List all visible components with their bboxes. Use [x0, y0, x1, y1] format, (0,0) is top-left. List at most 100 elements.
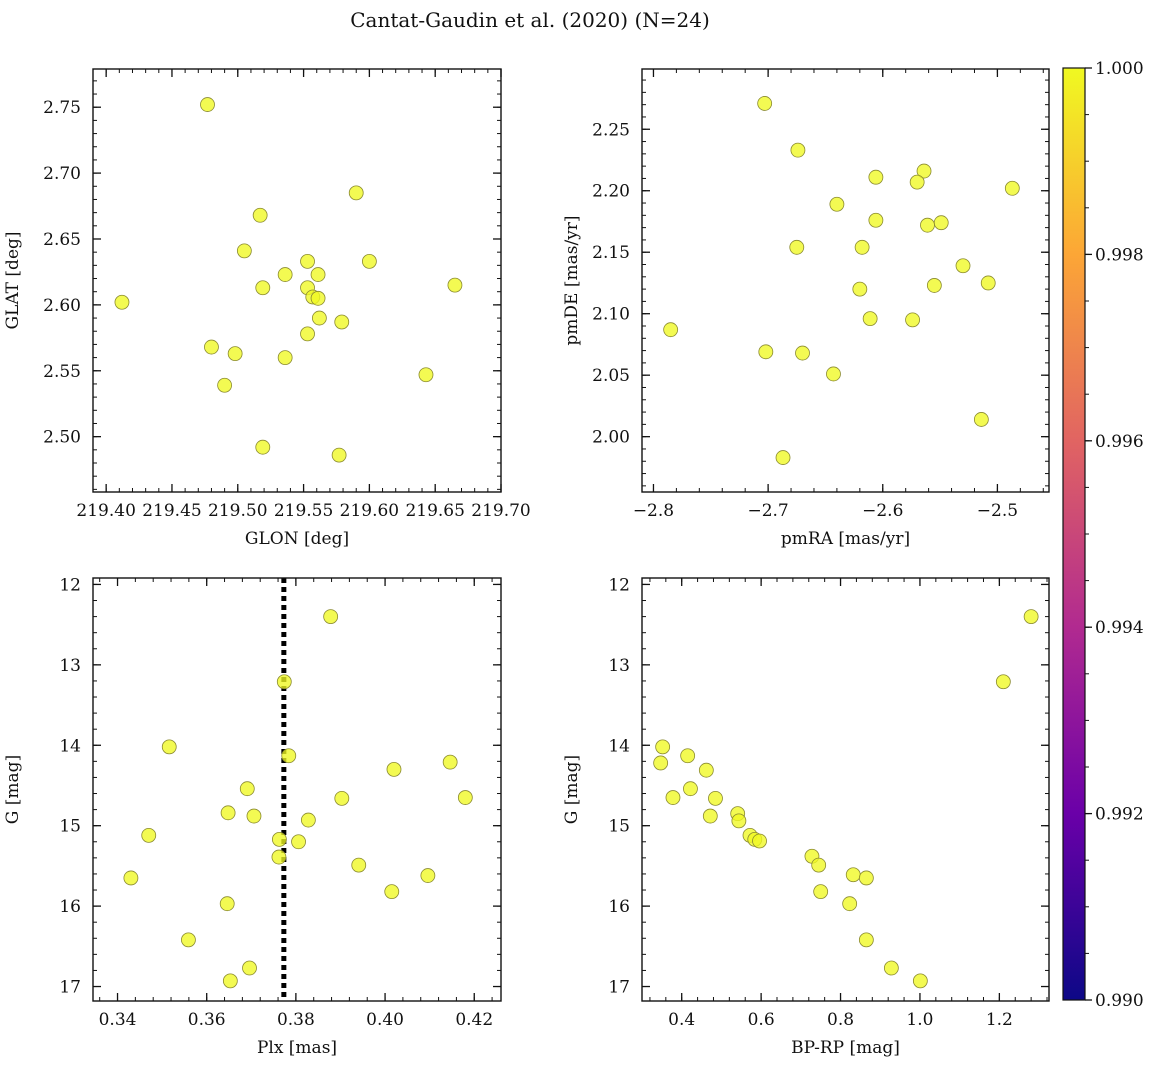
scatter-point: [826, 366, 841, 382]
colorbar-tick-label: 0.992: [1095, 805, 1144, 825]
scatter-point: [242, 960, 257, 976]
scatter-point: [926, 278, 942, 293]
y-tick-label: 15: [59, 817, 81, 837]
x-tick-label: 0.38: [277, 1010, 315, 1030]
x-tick-label: 219.40: [76, 501, 135, 521]
x-tick-label: 0.6: [748, 1010, 775, 1030]
scatter-point: [442, 754, 458, 770]
scatter-point: [200, 97, 215, 112]
y-tick-label: 16: [59, 897, 81, 917]
y-tick-label: 17: [608, 978, 630, 998]
scatter-point: [418, 367, 434, 383]
y-tick-label: 17: [59, 978, 81, 998]
scatter-point: [386, 761, 402, 777]
scatter-point: [276, 674, 292, 690]
scatter-point: [995, 674, 1011, 690]
x-axis-label: pmRA [mas/yr]: [781, 529, 910, 549]
scatter-point: [300, 326, 315, 342]
colorbar-tick-label: 0.998: [1095, 245, 1144, 265]
scatter-point: [300, 812, 316, 828]
scatter-point: [310, 290, 326, 306]
scatter-point: [300, 253, 315, 269]
y-tick-label: 12: [59, 575, 81, 595]
scatter-point: [331, 447, 347, 463]
y-tick-label: 2.75: [43, 98, 81, 118]
scatter-point: [141, 827, 157, 843]
scatter-point: [271, 831, 287, 847]
scatter-point: [698, 762, 714, 778]
scatter-point: [123, 870, 139, 886]
x-tick-label: −2.5: [977, 501, 1018, 521]
axes-frame: [641, 577, 1050, 1002]
x-tick-label: 0.40: [366, 1010, 404, 1030]
x-tick-label: 0.8: [827, 1010, 854, 1030]
scatter-point: [447, 277, 463, 293]
x-tick-label: 0.42: [455, 1010, 493, 1030]
y-tick-label: 2.25: [592, 120, 630, 140]
scatter-point: [277, 267, 293, 282]
scatter-point: [852, 281, 868, 297]
scatter-point: [731, 813, 747, 829]
x-tick-label: 219.45: [142, 501, 201, 521]
x-tick-label: −2.6: [862, 501, 903, 521]
x-tick-label: 219.65: [405, 501, 464, 521]
scatter-point: [348, 185, 364, 201]
scatter-point: [653, 755, 669, 771]
scatter-point: [775, 450, 791, 465]
y-tick-label: 15: [608, 817, 630, 837]
scatter-point: [271, 849, 287, 865]
scatter-point: [204, 339, 219, 355]
scatter-point: [334, 314, 350, 330]
scatter-point: [236, 243, 252, 259]
scatter-point: [920, 217, 935, 233]
scatter-point: [114, 294, 130, 310]
scatter-point: [457, 790, 473, 805]
figure-title: Cantat-Gaudin et al. (2020) (N=24): [350, 8, 710, 32]
y-tick-label: 14: [59, 736, 81, 756]
scatter-point: [858, 932, 874, 948]
scatter-point: [758, 344, 774, 360]
scatter-point: [752, 833, 767, 849]
scatter-point: [813, 884, 829, 900]
x-tick-label: −2.7: [747, 501, 788, 521]
scatter-point: [757, 96, 773, 111]
scatter-point: [811, 857, 827, 873]
scatter-point: [420, 868, 436, 883]
scatter-point: [1004, 180, 1020, 196]
scatter-point: [708, 790, 723, 806]
scatter-point: [789, 239, 805, 255]
scatter-point: [323, 609, 339, 625]
axes-frame: [641, 68, 1050, 493]
scatter-point: [351, 857, 367, 873]
colorbar-gradient: [1062, 67, 1086, 1001]
scatter-point: [227, 346, 243, 362]
y-tick-label: 13: [608, 656, 630, 676]
y-tick-label: 16: [608, 897, 630, 917]
scatter-point: [181, 932, 196, 948]
y-tick-label: 2.20: [592, 182, 630, 202]
scatter-point: [790, 142, 806, 158]
minor-ticks: [93, 578, 501, 1001]
scatter-point: [842, 896, 858, 912]
y-tick-label: 2.15: [592, 243, 630, 263]
x-tick-label: 0.36: [188, 1010, 226, 1030]
panel-2: −2.8 −2.7 −2.6 −2.5 2.00 2.05 2.10 2.15 2.20 2.25…: [562, 68, 1050, 549]
y-tick-label: 14: [608, 736, 630, 756]
y-tick-label: 2.05: [592, 366, 630, 386]
scatter-point: [222, 973, 238, 989]
scatter-point: [933, 215, 949, 231]
x-axis-label: GLON [deg]: [245, 529, 349, 549]
colorbar-tick-label: 0.996: [1095, 432, 1144, 452]
y-tick-label: 2.10: [592, 305, 630, 325]
x-tick-label: 219.55: [274, 501, 333, 521]
scatter-point: [161, 739, 177, 755]
scatter-point: [665, 790, 681, 805]
scatter-point: [854, 239, 870, 255]
scatter-point: [868, 169, 884, 185]
scatter-point: [916, 163, 932, 179]
x-tick-label: 1.2: [986, 1010, 1013, 1030]
scatter-point: [281, 748, 297, 764]
scatter-point: [955, 258, 971, 274]
y-tick-label: 2.60: [43, 296, 81, 316]
